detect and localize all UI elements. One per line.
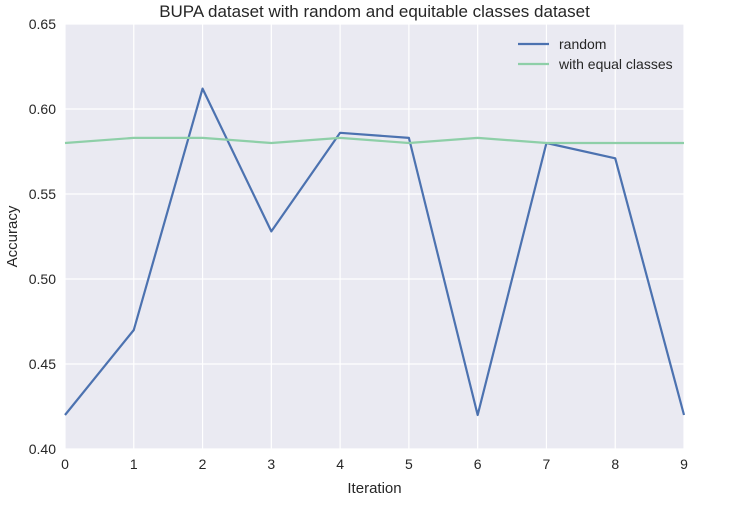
y-tick-label: 0.60 bbox=[29, 101, 56, 117]
y-tick-label: 0.65 bbox=[29, 16, 56, 32]
x-tick-label: 6 bbox=[474, 456, 482, 472]
x-tick-label: 4 bbox=[336, 456, 344, 472]
series-layer bbox=[64, 87, 686, 417]
x-tick-label: 9 bbox=[680, 456, 688, 472]
chart-title: BUPA dataset with random and equitable c… bbox=[159, 2, 590, 21]
legend: random with equal classes bbox=[518, 36, 673, 72]
x-ticks: 0 1 2 3 4 5 6 7 8 9 bbox=[61, 456, 688, 472]
x-tick-label: 1 bbox=[130, 456, 138, 472]
legend-label: with equal classes bbox=[558, 56, 673, 72]
y-ticks: 0.40 0.45 0.50 0.55 0.60 0.65 bbox=[29, 16, 56, 457]
legend-label: random bbox=[559, 36, 606, 52]
x-tick-label: 0 bbox=[61, 456, 69, 472]
x-tick-label: 5 bbox=[405, 456, 413, 472]
x-tick-label: 3 bbox=[267, 456, 275, 472]
y-tick-label: 0.40 bbox=[29, 441, 56, 457]
x-tick-label: 7 bbox=[543, 456, 551, 472]
plot-background bbox=[65, 24, 684, 449]
y-tick-label: 0.50 bbox=[29, 271, 56, 287]
x-tick-label: 2 bbox=[199, 456, 207, 472]
y-axis-label: Accuracy bbox=[4, 205, 21, 267]
grid bbox=[64, 23, 685, 450]
y-tick-label: 0.55 bbox=[29, 186, 56, 202]
x-tick-label: 8 bbox=[611, 456, 619, 472]
y-tick-label: 0.45 bbox=[29, 356, 56, 372]
series-line-with-equal-classes bbox=[64, 136, 684, 145]
series-line-random bbox=[64, 87, 686, 417]
x-axis-label: Iteration bbox=[347, 480, 401, 497]
